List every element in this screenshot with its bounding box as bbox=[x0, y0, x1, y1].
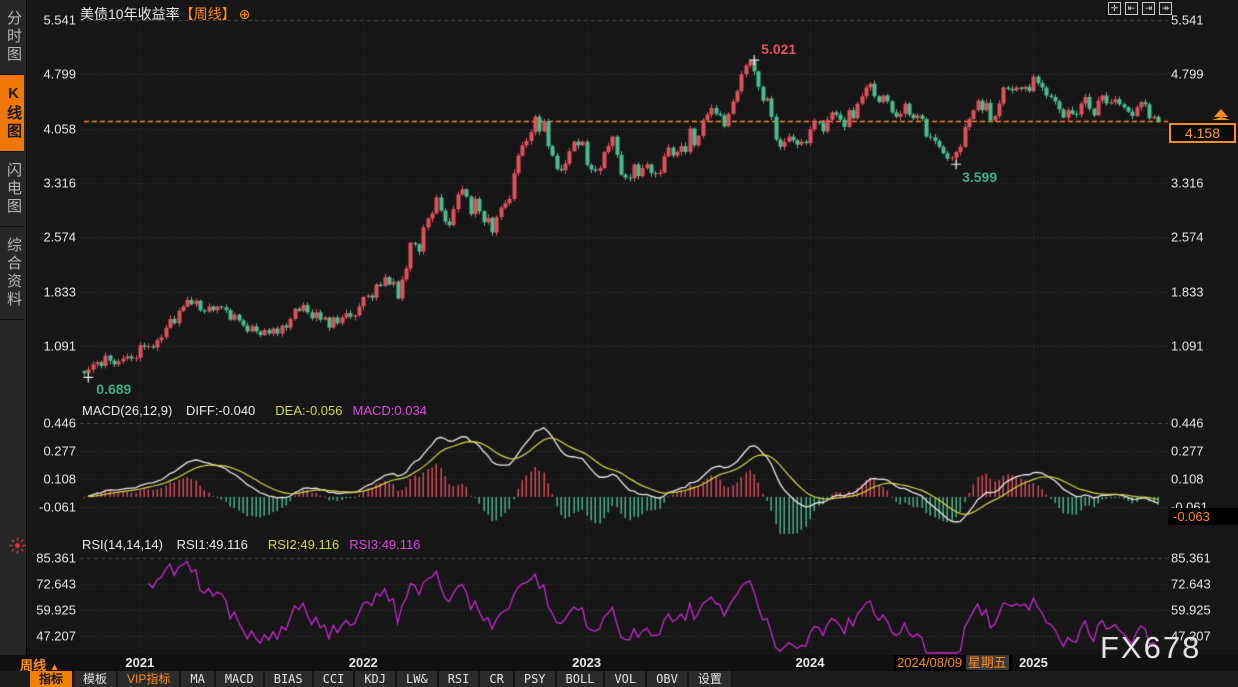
axis-tick-label: 3.316 bbox=[43, 175, 76, 191]
axis-tick-label: 4.799 bbox=[43, 66, 76, 82]
axis-tick-label: 1.833 bbox=[1171, 284, 1204, 300]
axis-tick-label: 0.446 bbox=[1171, 415, 1204, 431]
last-price-marker-icon bbox=[1214, 109, 1228, 117]
scroll-right-icon[interactable]: ↠ bbox=[1159, 2, 1172, 15]
macd-macd-value: MACD:0.034 bbox=[352, 403, 427, 418]
toolbar-item-KDJ[interactable]: KDJ bbox=[355, 671, 398, 687]
last-price-box: 4.158 bbox=[1169, 123, 1236, 143]
axis-tick-label: 0.277 bbox=[43, 443, 76, 459]
trough-price-annotation: 3.599 bbox=[962, 169, 998, 186]
axis-tick-label: 2.574 bbox=[1171, 229, 1204, 245]
compress-scale-icon[interactable]: ⇤ bbox=[1125, 2, 1138, 15]
toolbar-item-CR[interactable]: CR bbox=[480, 671, 515, 687]
instrument-name: 美债10年收益率 bbox=[80, 6, 180, 22]
axis-tick-label: 0.277 bbox=[1171, 443, 1204, 459]
axis-tick-label: 72.643 bbox=[1171, 576, 1211, 592]
axis-tick-label: 85.361 bbox=[36, 550, 76, 566]
toolbar-item-LW&[interactable]: LW& bbox=[397, 671, 439, 687]
axis-tick-label: 47.207 bbox=[1171, 628, 1211, 644]
axis-tick-label: 59.925 bbox=[36, 602, 76, 618]
start-low-annotation: 0.689 bbox=[96, 381, 132, 398]
indicator-toolbar: 指标 模板 VIP指标 MA MACD BIAS CCI KDJ LW& RSI CR PSY BOLL… bbox=[0, 671, 1238, 687]
axis-tick-label: 1.833 bbox=[43, 284, 76, 300]
toolbar-item-PSY[interactable]: PSY bbox=[514, 671, 557, 687]
toolbar-item-设置[interactable]: 设置 bbox=[688, 671, 733, 687]
x-axis-year-label: 2025 bbox=[1018, 655, 1048, 670]
axis-tick-label: 0.108 bbox=[43, 471, 76, 487]
timeframe-tag: 【周线】 bbox=[179, 6, 236, 22]
rsi3-value: RSI3:49.116 bbox=[349, 537, 421, 552]
toolbar-item-MACD[interactable]: MACD bbox=[215, 671, 265, 687]
axis-tick-label: 85.361 bbox=[1171, 550, 1211, 566]
axis-tick-label: 47.207 bbox=[36, 628, 76, 644]
rsi-params-label: RSI(14,14,14) RSI1:49.116 bbox=[82, 537, 248, 552]
toolbar-item-BIAS[interactable]: BIAS bbox=[264, 671, 314, 687]
axis-tick-label: 3.316 bbox=[1171, 175, 1204, 191]
axis-tick-label: 5.541 bbox=[43, 12, 76, 28]
expand-scale-icon[interactable]: ⇥ bbox=[1142, 2, 1155, 15]
axis-tick-label: 0.108 bbox=[1171, 471, 1204, 487]
sidebar-item-分时图[interactable]: 分时图 bbox=[0, 0, 24, 75]
macd-header: MACD(26,12,9) DIFF:-0.040 DEA:-0.056 MACD:… bbox=[82, 403, 437, 418]
toolbar-item-BOLL[interactable]: BOLL bbox=[556, 671, 606, 687]
toolbar-item-VIP指标[interactable]: VIP指标 bbox=[118, 671, 182, 687]
chart-title: 美债10年收益率【周线】 ⊕ bbox=[80, 4, 250, 24]
add-indicator-icon[interactable]: ⊕ bbox=[238, 6, 251, 22]
x-axis-year-label: 2021 bbox=[125, 655, 155, 670]
axis-tick-label: 1.091 bbox=[1171, 338, 1204, 354]
x-axis-year-label: 2024 bbox=[795, 655, 825, 670]
rsi-header: RSI(14,14,14) RSI1:49.116 RSI2:49.116 RSI3… bbox=[82, 537, 431, 552]
axis-tick-label: 2.574 bbox=[43, 229, 76, 245]
chart-type-sidebar: 分时图 K线图 闪电图 综合资料 bbox=[0, 0, 27, 655]
peak-price-annotation: 5.021 bbox=[761, 41, 797, 58]
macd-params-label: MACD(26,12,9) DIFF:-0.040 bbox=[82, 403, 256, 418]
axis-tick-label: 4.799 bbox=[1171, 66, 1204, 82]
chart-tools: ✛ ⇤ ⇥ ↠ bbox=[1108, 2, 1172, 15]
sidebar-item-K线图[interactable]: K线图 bbox=[0, 75, 24, 152]
axis-tick-label: 72.643 bbox=[36, 576, 76, 592]
toolbar-item-模板[interactable]: 模板 bbox=[74, 671, 119, 687]
axis-tick-label: -0.061 bbox=[39, 499, 76, 515]
toolbar-item-CCI[interactable]: CCI bbox=[313, 671, 356, 687]
toolbar-item-VOL[interactable]: VOL bbox=[605, 671, 648, 687]
timeframe-selector[interactable]: 周线 ▲ bbox=[20, 658, 60, 673]
axis-tick-label: 1.091 bbox=[43, 338, 76, 354]
alert-flash-icon[interactable] bbox=[9, 537, 26, 559]
x-axis-year-label: 2023 bbox=[572, 655, 602, 670]
axis-tick-label: 59.925 bbox=[1171, 602, 1211, 618]
axis-tick-label: 0.446 bbox=[43, 415, 76, 431]
pan-tool-icon[interactable]: ✛ bbox=[1108, 2, 1121, 15]
rsi2-value: RSI2:49.116 bbox=[267, 537, 340, 552]
macd-last-value-box: -0.063 bbox=[1168, 508, 1238, 525]
axis-tick-label: 5.541 bbox=[1171, 12, 1204, 28]
toolbar-item-MA[interactable]: MA bbox=[181, 671, 216, 687]
x-axis-year-label: 2022 bbox=[348, 655, 378, 670]
toolbar-item-RSI[interactable]: RSI bbox=[438, 671, 481, 687]
toolbar-item-OBV[interactable]: OBV bbox=[647, 671, 689, 687]
fx678-watermark: FX678 bbox=[1100, 630, 1202, 665]
x-axis-row: 周线 ▲ 2021 2022 2023 2024 2025 2024/08/09 星期五 bbox=[0, 655, 1238, 673]
toolbar-item-指标[interactable]: 指标 bbox=[30, 671, 75, 687]
crosshair-date-box: 2024/08/09 星期五 bbox=[894, 655, 1012, 671]
macd-dea-value: DEA:-0.056 bbox=[275, 403, 343, 418]
sidebar-item-闪电图[interactable]: 闪电图 bbox=[0, 152, 24, 227]
sidebar-item-综合资料[interactable]: 综合资料 bbox=[0, 227, 24, 320]
axis-tick-label: 4.058 bbox=[43, 121, 76, 137]
